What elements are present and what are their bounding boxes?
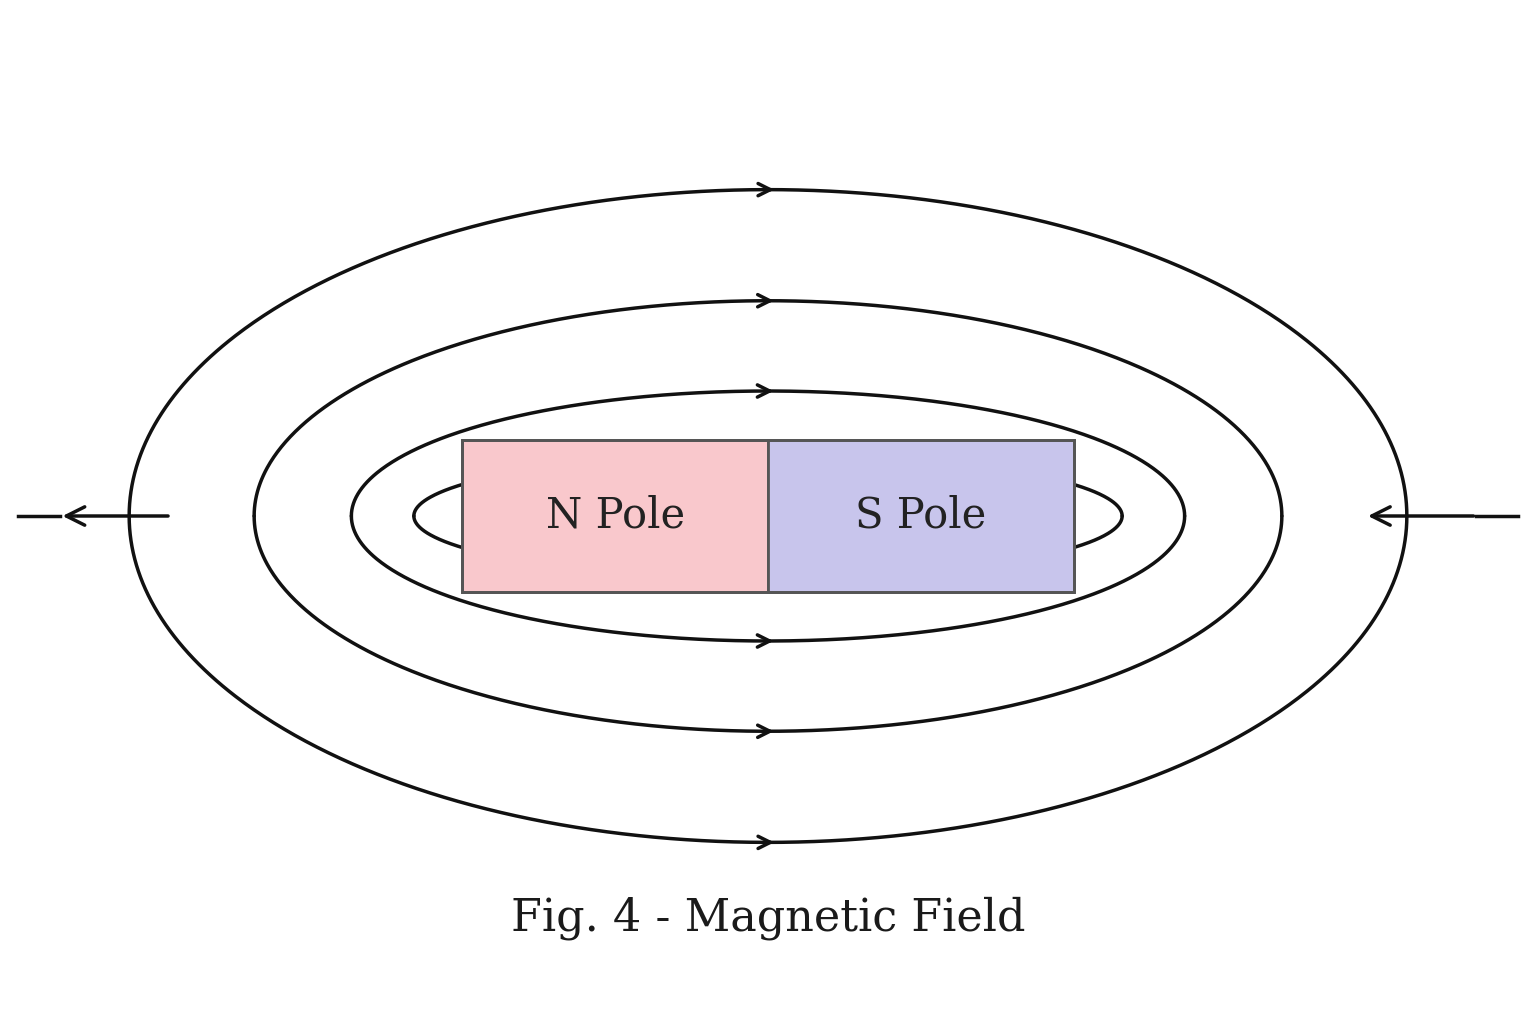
Bar bbox=[768, 440, 1074, 592]
Text: N Pole: N Pole bbox=[545, 495, 685, 537]
Bar bbox=[462, 440, 1074, 592]
Text: Fig. 4 - Magnetic Field: Fig. 4 - Magnetic Field bbox=[511, 896, 1025, 939]
Bar bbox=[462, 440, 768, 592]
Text: S Pole: S Pole bbox=[856, 495, 986, 537]
